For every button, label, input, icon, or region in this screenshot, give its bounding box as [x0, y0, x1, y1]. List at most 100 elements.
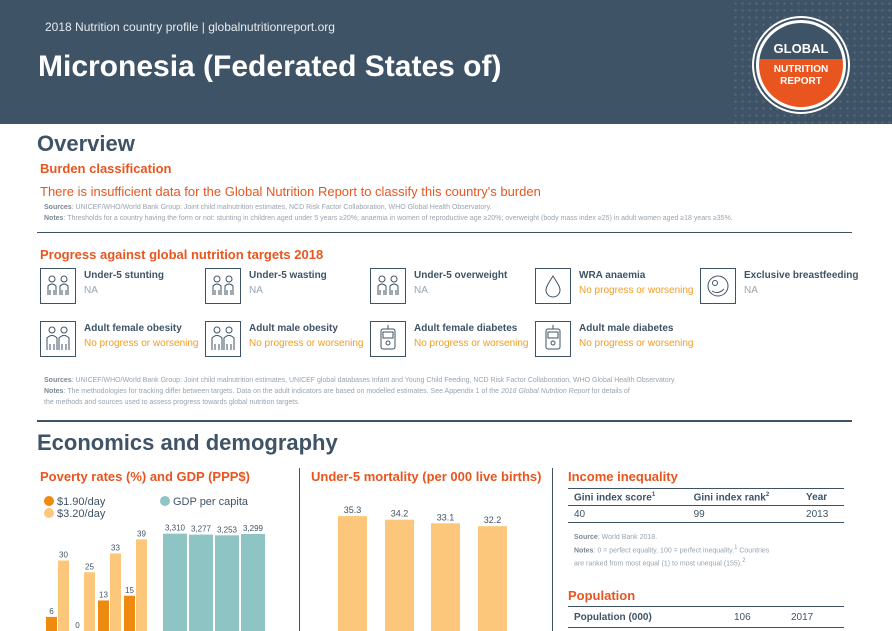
income-inequality-table: Gini index score1 Gini index rank2 Year … [568, 487, 844, 524]
target-under-5-wasting: Under-5 wasting NA [205, 268, 370, 308]
bar-320-1 [84, 572, 95, 631]
sources-text: : UNICEF/WHO/World Bank Group: Joint chi… [71, 204, 492, 211]
population-label: Population (000) [574, 612, 652, 623]
header-kicker: 2018 Nutrition country profile | globaln… [45, 20, 335, 34]
header-banner: 2018 Nutrition country profile | globaln… [0, 0, 892, 124]
target-label: WRA anaemia [579, 270, 646, 281]
overview-sources: Sources: UNICEF/WHO/World Bank Group: Jo… [44, 202, 874, 224]
notes-text: : The methodologies for tracking differ … [63, 388, 501, 395]
label-320-2: 33 [111, 543, 120, 552]
legend-item-190: $1.90/day [44, 496, 105, 508]
table-row: 40 99 2013 [568, 505, 844, 524]
overview-title: Overview [37, 131, 135, 156]
notes-text-end: are ranked from most equal (1) to most u… [574, 560, 743, 568]
poverty-heading: Poverty rates (%) and GDP (PPP$) [40, 469, 250, 484]
label-320-1: 25 [85, 562, 94, 571]
notes-text-end: the methods and sources used to assess p… [44, 399, 300, 406]
notes-text: : Thresholds for a country having the fo… [63, 215, 733, 222]
bar-gdp-3 [241, 533, 265, 631]
col-gini-rank: Gini index rank2 [687, 487, 801, 507]
adults-icon [205, 321, 241, 357]
bar-320-2 [110, 553, 121, 631]
label-gdp-0: 3,310 [165, 524, 186, 533]
population-year: 2017 [791, 612, 814, 623]
notes-label: Notes [44, 215, 64, 222]
label-190-0: 6 [49, 607, 54, 616]
children-icon [40, 268, 76, 304]
target-exclusive-breastfeeding: Exclusive breastfeeding NA [700, 268, 865, 308]
sources-label: Sources [44, 377, 72, 384]
notes-text-cont: Countries [737, 547, 770, 555]
divider [568, 627, 844, 628]
target-status: No progress or worsening [579, 285, 694, 296]
bar-190-2 [98, 600, 109, 631]
income-notes: Source: World Bank 2018. Notes: 0 = perf… [574, 532, 844, 570]
bar-320-0 [58, 560, 69, 631]
target-under-5-stunting: Under-5 stunting NA [40, 268, 205, 308]
target-status: No progress or worsening [84, 338, 199, 349]
progress-heading: Progress against global nutrition target… [40, 247, 324, 262]
burden-heading: Burden classification [40, 161, 172, 176]
divider [37, 232, 852, 233]
section-rule [37, 420, 852, 422]
cell-gini-score: 40 [568, 505, 688, 524]
income-heading: Income inequality [568, 469, 678, 484]
bar-u5m-2 [431, 523, 460, 631]
cell-gini-rank: 99 [687, 505, 801, 524]
source-text: : World Bank 2018. [597, 534, 658, 541]
children-icon [370, 268, 406, 304]
notes-text-cont: for details of [589, 388, 630, 395]
blood-drop-icon [535, 268, 571, 304]
label-320-0: 30 [59, 551, 68, 560]
label-u5m-1: 34.2 [391, 509, 409, 519]
logo-text-bot: REPORT [780, 76, 822, 87]
bar-320-3 [136, 539, 147, 631]
bar-gdp-0 [163, 533, 187, 631]
bar-190-0 [46, 616, 57, 631]
target-label: Under-5 wasting [249, 270, 327, 281]
table-header-row: Gini index score1 Gini index rank2 Year [568, 487, 844, 507]
report-title-italic: 2018 Global Nutrition Report [500, 388, 590, 395]
notes-label: Notes [44, 388, 64, 395]
label-190-3: 15 [125, 586, 134, 595]
target-wra-anaemia: WRA anaemia No progress or worsening [535, 268, 700, 308]
footnote-marker: 2 [742, 558, 746, 565]
target-label: Under-5 stunting [84, 270, 164, 281]
target-adult-male-obesity: Adult male obesity No progress or worseni… [205, 321, 370, 361]
breastfeeding-icon [700, 268, 736, 304]
gdp-legend: GDP per capita [160, 496, 248, 508]
target-status: No progress or worsening [249, 338, 364, 349]
notes-label: Notes [574, 547, 594, 555]
country-title: Micronesia (Federated States of) [38, 50, 502, 83]
col-year: Year [800, 487, 844, 507]
legend-swatch [44, 508, 54, 518]
legend-label: $1.90/day [57, 496, 106, 508]
label-gdp-3: 3,299 [243, 524, 264, 533]
label-190-2: 13 [99, 590, 108, 599]
cell-year: 2013 [800, 505, 844, 524]
target-status: NA [744, 285, 758, 296]
target-label: Exclusive breastfeeding [744, 270, 859, 281]
label-190-1: 0 [75, 621, 80, 630]
target-label: Adult male diabetes [579, 323, 674, 334]
target-status: NA [414, 285, 428, 296]
legend-label: $3.20/day [57, 508, 106, 520]
target-status: No progress or worsening [414, 338, 529, 349]
source-label: Source [574, 534, 598, 541]
logo-text-mid: NUTRITION [773, 64, 829, 75]
sources-text: : UNICEF/WHO/World Bank Group: Joint chi… [71, 377, 676, 384]
target-adult-male-diabetes: Adult male diabetes No progress or worsen… [535, 321, 700, 361]
population-heading: Population [568, 588, 636, 603]
target-adult-female-obesity: Adult female obesity No progress or worse… [40, 321, 205, 361]
bar-190-3 [124, 595, 135, 631]
col-gini-score: Gini index score1 [568, 487, 688, 507]
label-u5m-0: 35.3 [344, 505, 362, 515]
gnr-logo: GLOBAL NUTRITION REPORT [756, 20, 846, 110]
progress-sources: Sources: UNICEF/WHO/World Bank Group: Jo… [44, 375, 854, 408]
label-u5m-2: 33.1 [437, 512, 455, 522]
column-divider [299, 468, 300, 631]
footnote-marker: 1 [734, 545, 738, 551]
column-divider [552, 468, 553, 631]
u5m-heading: Under-5 mortality (per 000 live births) [311, 469, 542, 484]
target-label: Under-5 overweight [414, 270, 508, 281]
